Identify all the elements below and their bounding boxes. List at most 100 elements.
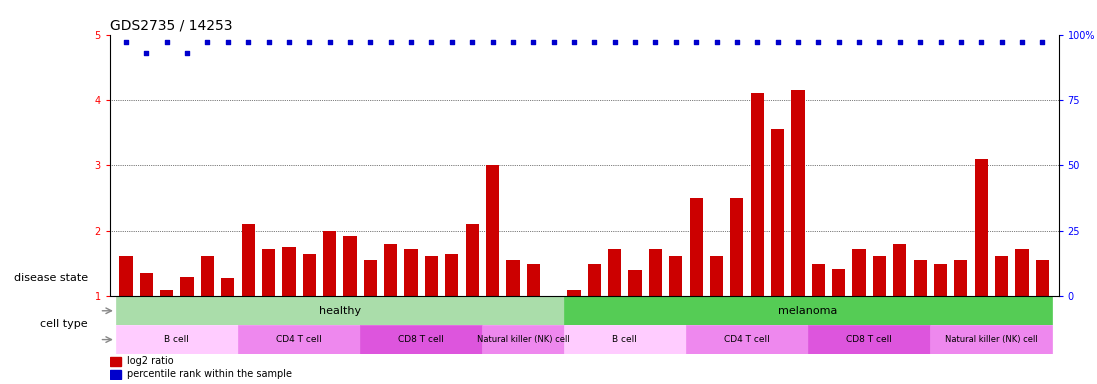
Text: CD4 T cell: CD4 T cell — [276, 335, 321, 344]
Point — [219, 39, 237, 45]
Bar — [852, 249, 866, 296]
Point — [158, 39, 176, 45]
Bar — [343, 236, 357, 296]
Point — [993, 39, 1010, 45]
Text: Natural killer (NK) cell: Natural killer (NK) cell — [477, 335, 569, 344]
Point — [320, 39, 338, 45]
Point — [239, 39, 257, 45]
Bar — [914, 260, 927, 296]
Bar — [160, 290, 173, 296]
Bar — [110, 370, 121, 379]
Bar — [201, 256, 214, 296]
Bar — [262, 249, 275, 296]
Bar — [360, 325, 483, 354]
Bar — [110, 357, 121, 366]
Bar — [116, 325, 238, 354]
Bar — [547, 296, 561, 344]
Point — [626, 39, 644, 45]
Text: disease state: disease state — [13, 273, 88, 283]
Bar — [808, 325, 930, 354]
Bar — [405, 249, 418, 296]
Point — [422, 39, 440, 45]
Point — [789, 39, 806, 45]
Point — [382, 39, 399, 45]
Text: cell type: cell type — [41, 319, 88, 329]
Bar — [116, 296, 564, 325]
Point — [484, 39, 501, 45]
Point — [586, 39, 603, 45]
Text: healthy: healthy — [319, 306, 361, 316]
Text: percentile rank within the sample: percentile rank within the sample — [127, 369, 292, 379]
Point — [871, 39, 889, 45]
Point — [341, 39, 359, 45]
Bar — [465, 224, 478, 296]
Point — [117, 39, 135, 45]
Bar — [629, 270, 642, 296]
Point — [505, 39, 522, 45]
Point — [952, 39, 970, 45]
Bar — [445, 254, 459, 296]
Bar — [364, 260, 377, 296]
Bar — [791, 90, 804, 296]
Bar — [120, 256, 133, 296]
Point — [810, 39, 827, 45]
Point — [972, 39, 989, 45]
Point — [301, 39, 318, 45]
Point — [850, 39, 868, 45]
Bar — [1036, 260, 1049, 296]
Point — [280, 39, 297, 45]
Point — [728, 39, 746, 45]
Bar — [686, 325, 808, 354]
Bar — [873, 256, 886, 296]
Bar — [995, 256, 1008, 296]
Point — [545, 39, 563, 45]
Point — [931, 39, 949, 45]
Bar — [771, 129, 784, 296]
Point — [769, 39, 787, 45]
Point — [1014, 39, 1031, 45]
Bar — [974, 159, 987, 296]
Bar — [506, 260, 520, 296]
Point — [463, 39, 480, 45]
Point — [667, 39, 685, 45]
Text: melanoma: melanoma — [779, 306, 838, 316]
Point — [891, 39, 908, 45]
Bar — [710, 256, 723, 296]
Point — [688, 39, 705, 45]
Point — [199, 39, 216, 45]
Bar — [648, 249, 663, 296]
Point — [403, 39, 420, 45]
Bar — [731, 198, 744, 296]
Point — [443, 39, 461, 45]
Bar — [930, 325, 1052, 354]
Bar — [588, 264, 601, 296]
Point — [362, 39, 380, 45]
Point — [260, 39, 278, 45]
Text: B cell: B cell — [612, 335, 637, 344]
Bar — [690, 198, 703, 296]
Text: CD8 T cell: CD8 T cell — [846, 335, 892, 344]
Bar — [832, 269, 846, 296]
Bar — [954, 260, 968, 296]
Bar — [669, 256, 682, 296]
Point — [179, 50, 196, 56]
Bar — [893, 244, 906, 296]
Point — [748, 39, 766, 45]
Bar — [425, 256, 438, 296]
Bar — [812, 264, 825, 296]
Point — [137, 50, 155, 56]
Point — [912, 39, 929, 45]
Point — [1033, 39, 1051, 45]
Bar — [238, 325, 360, 354]
Text: CD4 T cell: CD4 T cell — [724, 335, 770, 344]
Text: CD8 T cell: CD8 T cell — [398, 335, 444, 344]
Bar — [564, 325, 686, 354]
Bar — [750, 93, 764, 296]
Point — [830, 39, 848, 45]
Bar — [241, 224, 255, 296]
Bar — [483, 325, 564, 354]
Text: log2 ratio: log2 ratio — [127, 356, 173, 366]
Bar — [323, 231, 337, 296]
Bar — [564, 296, 1052, 325]
Bar — [282, 247, 295, 296]
